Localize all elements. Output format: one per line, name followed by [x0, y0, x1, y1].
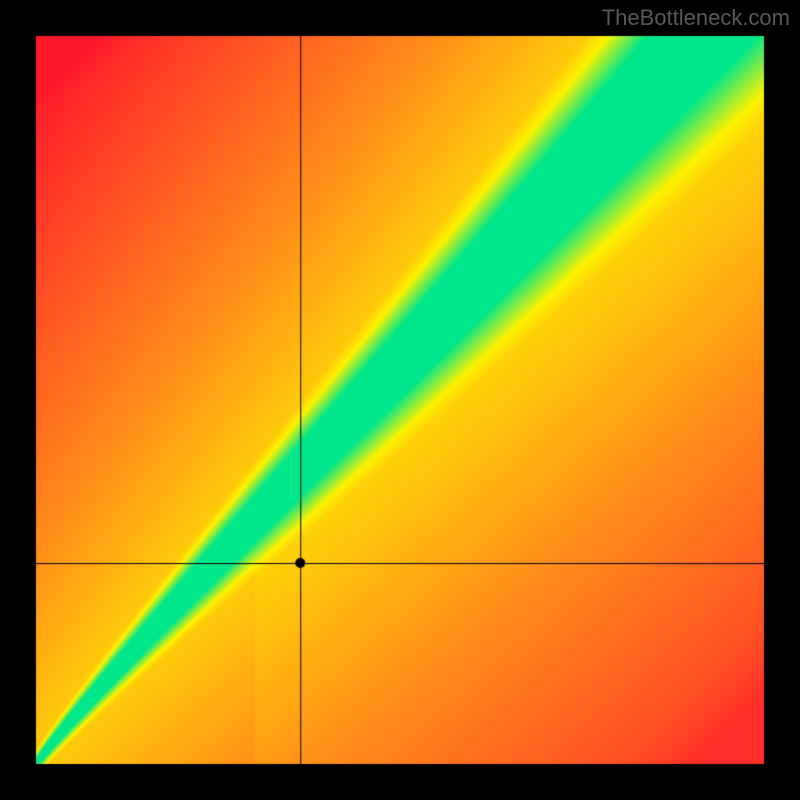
chart-container: { "watermark": "TheBottleneck.com", "cha…: [0, 0, 800, 800]
watermark-text: TheBottleneck.com: [602, 5, 790, 31]
bottleneck-heatmap: [0, 0, 800, 800]
